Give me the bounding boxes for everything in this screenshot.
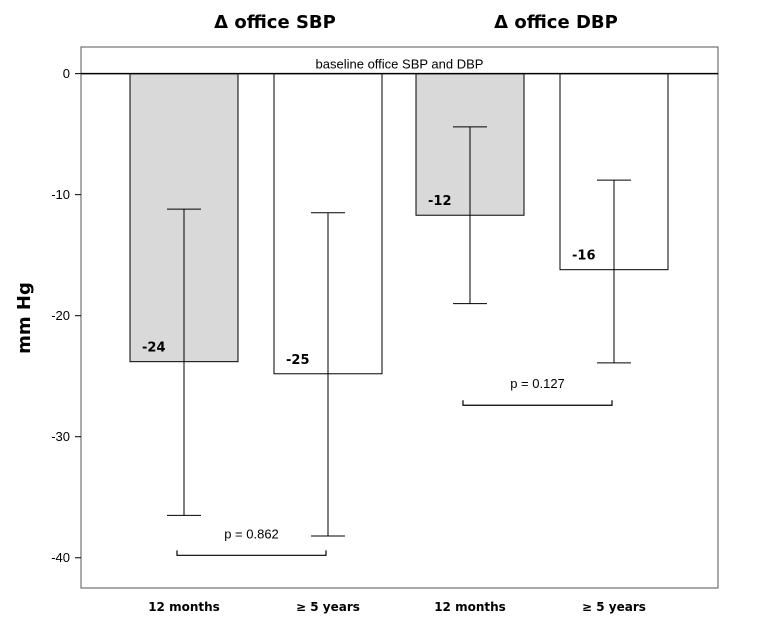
bar-value-label-1: -25 <box>286 353 310 368</box>
group-title-dbp: Δ office DBP <box>494 12 618 33</box>
bar-labels-layer: -24 -25 -12 -16 <box>142 194 596 368</box>
comparison-bracket-1 <box>462 400 613 406</box>
bars-layer <box>129 73 669 375</box>
y-tick-label-0: 0 <box>63 66 70 81</box>
y-tick-label-1: -10 <box>51 187 70 202</box>
category-label-2: 12 months <box>434 600 506 614</box>
comparisons-layer: p = 0.862 p = 0.127 <box>176 376 613 556</box>
error-bars-layer <box>167 126 631 537</box>
category-label-0: 12 months <box>148 600 220 614</box>
y-tick-label-2: -20 <box>51 308 70 323</box>
bar-value-label-2: -12 <box>428 194 452 209</box>
category-labels: 12 months ≥ 5 years 12 months ≥ 5 years <box>148 600 646 614</box>
category-label-1: ≥ 5 years <box>296 600 360 614</box>
y-tick-label-3: -30 <box>51 429 70 444</box>
y-axis-ticks: 0 -10 -20 -30 -40 <box>51 66 81 565</box>
category-label-3: ≥ 5 years <box>582 600 646 614</box>
group-title-sbp: Δ office SBP <box>214 12 336 33</box>
bar-value-label-3: -16 <box>572 249 596 264</box>
bar-value-label-0: -24 <box>142 341 166 356</box>
comparison-bracket-0 <box>176 550 327 556</box>
y-tick-label-4: -40 <box>51 550 70 565</box>
y-axis-label: mm Hg <box>14 282 35 354</box>
baseline-label: baseline office SBP and DBP <box>316 57 484 72</box>
comparison-p-value-1: p = 0.127 <box>510 376 565 391</box>
plot-frame <box>80 46 719 589</box>
comparison-p-value-0: p = 0.862 <box>224 526 279 541</box>
